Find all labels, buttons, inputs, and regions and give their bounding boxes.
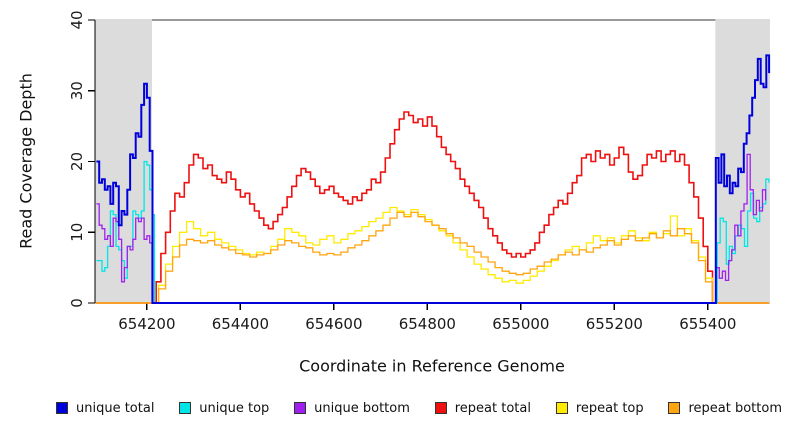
legend-item-repeat-total: repeat total — [434, 400, 531, 416]
legend-swatch-repeat-total — [434, 402, 447, 414]
legend-label: unique bottom — [314, 400, 410, 416]
y-tick-label: 20 — [68, 152, 86, 171]
y-tick-label: 10 — [68, 223, 86, 242]
x-axis-title: Coordinate in Reference Genome — [299, 356, 565, 376]
legend-label: unique top — [199, 400, 270, 416]
legend-label: repeat top — [575, 400, 644, 416]
x-tick-label: 654600 — [305, 315, 362, 333]
legend-swatch-unique-top — [179, 402, 192, 414]
legend-label: repeat bottom — [688, 400, 782, 416]
x-tick-label: 654800 — [399, 315, 456, 333]
series-line-unique-top — [96, 160, 770, 304]
series-line-repeat-bottom — [95, 211, 770, 304]
legend-swatch-unique-total — [56, 402, 68, 414]
masked-region-band-1 — [95, 19, 153, 304]
legend-item-repeat-top: repeat top — [555, 400, 644, 416]
legend-item-unique-total: unique total — [56, 401, 154, 416]
legend-item-repeat-bottom: repeat bottom — [668, 401, 782, 416]
y-tick-label: 30 — [68, 81, 86, 100]
legend-swatch-unique-bottom — [294, 402, 307, 414]
series-line-repeat-total — [95, 111, 770, 304]
chart-legend: unique total unique top unique bottom repea… — [56, 398, 782, 418]
x-tick-label: 654200 — [118, 315, 175, 333]
series-line-unique-total — [96, 54, 771, 304]
legend-swatch-repeat-top — [555, 402, 568, 414]
legend-item-unique-top: unique top — [179, 401, 269, 416]
legend-label: repeat total — [454, 400, 531, 416]
legend-label: unique total — [76, 400, 155, 416]
series-line-unique-bottom — [96, 153, 767, 304]
y-axis-title: Read Coverage Depth — [16, 73, 36, 249]
y-tick-label: 40 — [68, 10, 86, 29]
legend-swatch-repeat-bottom — [668, 402, 681, 414]
x-tick-label: 655400 — [679, 315, 736, 333]
x-tick-label: 655000 — [492, 315, 549, 333]
x-tick-label: 654400 — [212, 315, 269, 333]
y-tick-label: 0 — [68, 298, 86, 308]
x-tick-label: 655200 — [586, 315, 643, 333]
legend-item-unique-bottom: unique bottom — [294, 401, 410, 416]
